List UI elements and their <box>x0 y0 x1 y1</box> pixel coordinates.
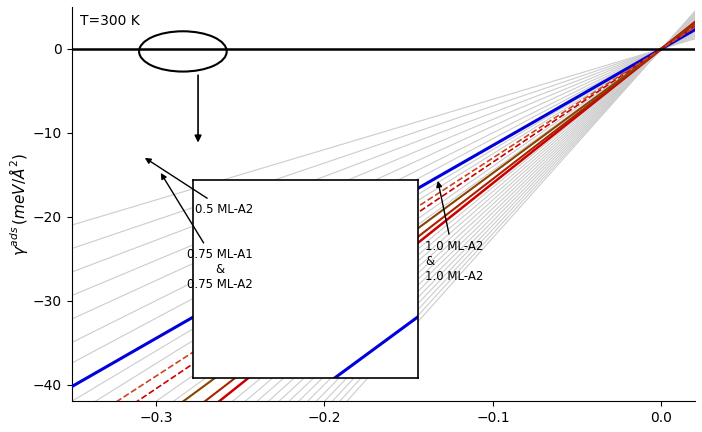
Text: 1.0 ML-A2
&
1.0 ML-A2: 1.0 ML-A2 & 1.0 ML-A2 <box>425 182 484 283</box>
Text: T=300 K: T=300 K <box>80 14 140 28</box>
Text: 0.75 ML-A1
&
0.75 ML-A2: 0.75 ML-A1 & 0.75 ML-A2 <box>161 174 253 291</box>
Y-axis label: $\gamma^{ads}\,(meV/\AA^2)$: $\gamma^{ads}\,(meV/\AA^2)$ <box>7 152 30 256</box>
Text: 0.5 ML-A2: 0.5 ML-A2 <box>146 159 253 216</box>
